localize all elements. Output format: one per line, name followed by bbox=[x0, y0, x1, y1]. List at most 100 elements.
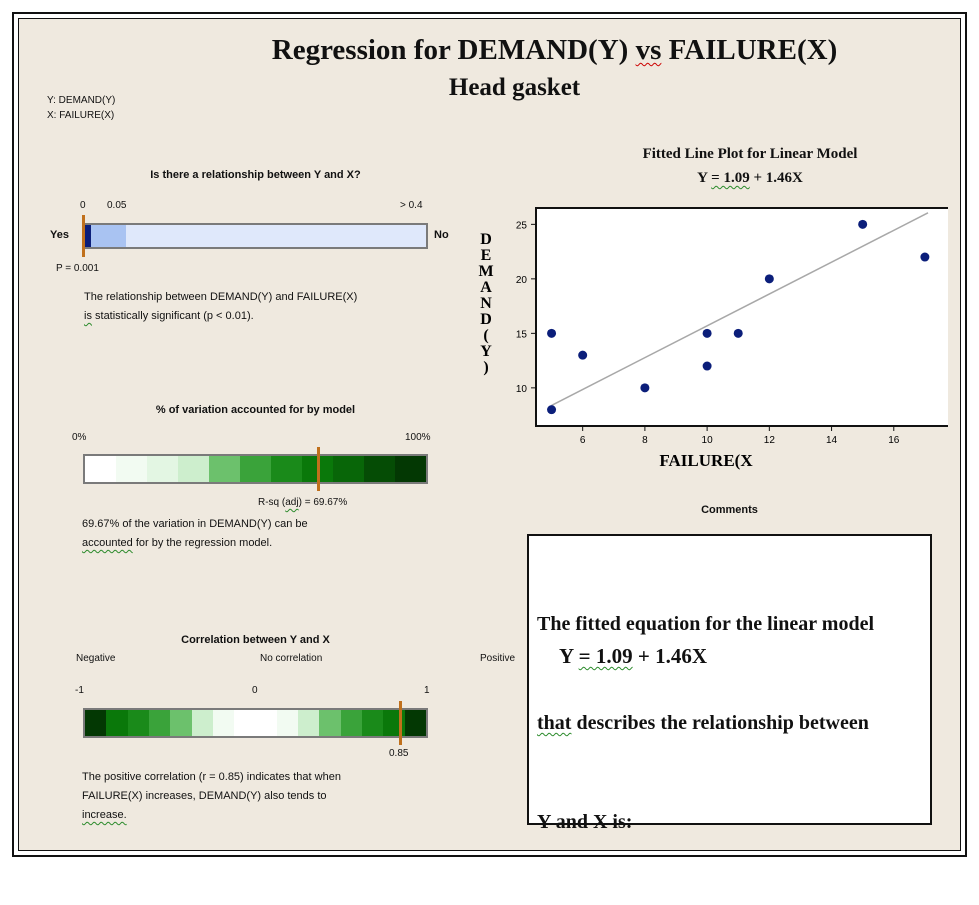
rsq-segment bbox=[178, 456, 209, 482]
corr-segment bbox=[319, 710, 341, 736]
tick-zero: 0 bbox=[80, 200, 86, 211]
p-value-bar-dark bbox=[85, 225, 91, 247]
corr-segment bbox=[212, 710, 235, 736]
rsq-segment bbox=[240, 456, 271, 482]
comments-line3: Y and X is: bbox=[537, 811, 633, 833]
comments-line2: that describes the relationship between bbox=[537, 712, 869, 734]
corr-segment bbox=[298, 710, 320, 736]
correlation-text: The positive correlation (r = 0.85) indi… bbox=[82, 768, 341, 825]
rsq-segment bbox=[395, 456, 426, 482]
p-value-marker bbox=[82, 215, 85, 257]
correlation-gradient-bar bbox=[83, 708, 428, 738]
no-label: No bbox=[434, 229, 449, 241]
corr-segment bbox=[191, 710, 213, 736]
rsq-gradient-bar bbox=[83, 454, 428, 484]
p-value-bar-fill bbox=[85, 225, 126, 247]
p-value-label: P = 0.001 bbox=[56, 263, 99, 274]
comments-title: Comments bbox=[701, 504, 758, 516]
variation-title: % of variation accounted for by model bbox=[155, 404, 356, 416]
corr-segment bbox=[106, 710, 128, 736]
corr-segment bbox=[234, 710, 256, 736]
y-tick-label: 10 bbox=[516, 384, 528, 395]
data-point bbox=[858, 219, 868, 229]
corr-marker bbox=[399, 701, 402, 745]
title-part-2: FAILURE(X) bbox=[661, 34, 838, 66]
corr-segment bbox=[148, 710, 171, 736]
y-axis-label: D E M A N D(Y) bbox=[478, 231, 493, 376]
plot-title: Fitted Line Plot for Linear Model bbox=[642, 146, 858, 162]
corr-segment bbox=[85, 710, 107, 736]
data-point bbox=[578, 350, 588, 360]
rsq-marker bbox=[317, 447, 320, 491]
p-value-bar bbox=[83, 223, 428, 249]
corr-value-label: 0.85 bbox=[389, 748, 409, 759]
correlation-text-line2: FAILURE(X) increases, DEMAND(Y) also ten… bbox=[82, 790, 327, 802]
rsq-segment bbox=[85, 456, 116, 482]
x-tick-label: 6 bbox=[580, 435, 586, 446]
title-part-1: Regression for DEMAND(Y) bbox=[271, 34, 636, 66]
plot-area bbox=[535, 207, 948, 427]
x-tick-label: 12 bbox=[764, 435, 776, 446]
data-point bbox=[547, 328, 557, 338]
comments-box: The fitted equation for the linear model… bbox=[527, 534, 932, 833]
comments-text: The fitted equation for the linear model… bbox=[537, 542, 957, 905]
variation-text-line2: accounted for by the regression model. bbox=[82, 537, 273, 549]
corr-tick-left: -1 bbox=[75, 685, 84, 696]
y-tick-label: 25 bbox=[516, 220, 528, 231]
report-title: Regression for DEMAND(Y) vs FAILURE(X) bbox=[0, 34, 979, 67]
relationship-text-line1: The relationship between DEMAND(Y) and F… bbox=[84, 291, 358, 303]
comments-equation: Y = 1.09 + 1.46X bbox=[559, 644, 707, 668]
data-point bbox=[733, 328, 743, 338]
x-tick-label: 16 bbox=[888, 435, 900, 446]
variation-text-line1: 69.67% of the variation in DEMAND(Y) can… bbox=[82, 518, 308, 530]
corr-segment bbox=[255, 710, 277, 736]
rsq-label: R-sq (adj) = 69.67% bbox=[258, 497, 348, 508]
corr-segment bbox=[170, 710, 192, 736]
var-y-label: Y: DEMAND(Y) bbox=[47, 95, 116, 106]
corr-negative-label: Negative bbox=[76, 653, 116, 664]
data-point bbox=[764, 274, 774, 284]
relationship-text-line2: is statistically significant (p < 0.01). bbox=[84, 310, 254, 322]
correlation-title: Correlation between Y and X bbox=[181, 634, 330, 646]
tick-right: > 0.4 bbox=[400, 200, 423, 211]
corr-segment bbox=[362, 710, 384, 736]
relationship-title: Is there a relationship between Y and X? bbox=[150, 169, 361, 181]
variation-tick-right: 100% bbox=[405, 432, 431, 443]
data-point bbox=[640, 383, 650, 393]
relationship-text: The relationship between DEMAND(Y) and F… bbox=[84, 288, 357, 326]
report-subtitle: Head gasket bbox=[448, 74, 581, 101]
fitted-line-plot: 6 8 10 12 14 16 10 15 20 25 FAILURE(X D E M A N D(Y) bbox=[478, 207, 948, 470]
data-point bbox=[547, 405, 557, 415]
corr-segment bbox=[127, 710, 149, 736]
rsq-segment bbox=[271, 456, 302, 482]
variation-text: 69.67% of the variation in DEMAND(Y) can… bbox=[82, 515, 308, 553]
comments-line1: The fitted equation for the linear model bbox=[537, 613, 875, 635]
corr-none-label: No correlation bbox=[260, 653, 323, 664]
tick-005: 0.05 bbox=[107, 200, 127, 211]
corr-positive-label: Positive bbox=[480, 653, 516, 664]
x-tick-label: 10 bbox=[702, 435, 714, 446]
yes-label: Yes bbox=[50, 229, 69, 241]
corr-segment bbox=[404, 710, 426, 736]
corr-tick-right: 1 bbox=[424, 685, 430, 696]
correlation-text-line1: The positive correlation (r = 0.85) indi… bbox=[82, 771, 341, 783]
var-x-label: X: FAILURE(X) bbox=[47, 110, 115, 121]
corr-tick-mid: 0 bbox=[252, 685, 258, 696]
x-tick-label: 14 bbox=[826, 435, 838, 446]
corr-segment bbox=[276, 710, 299, 736]
title-part-vs: vs bbox=[635, 34, 662, 66]
x-axis-label: FAILURE(X bbox=[659, 451, 753, 470]
rsq-segment bbox=[333, 456, 364, 482]
variation-tick-left: 0% bbox=[72, 432, 87, 443]
y-tick-label: 20 bbox=[516, 275, 528, 286]
data-point bbox=[702, 361, 712, 371]
rsq-segment bbox=[147, 456, 178, 482]
data-point bbox=[920, 252, 930, 262]
data-point bbox=[702, 328, 712, 338]
rsq-segment bbox=[364, 456, 395, 482]
plot-equation: Y = 1.09 + 1.46X bbox=[697, 170, 803, 186]
correlation-text-line3: increase. bbox=[82, 809, 127, 821]
rsq-segment bbox=[209, 456, 240, 482]
x-tick-label: 8 bbox=[642, 435, 648, 446]
fitted-line bbox=[551, 212, 929, 407]
